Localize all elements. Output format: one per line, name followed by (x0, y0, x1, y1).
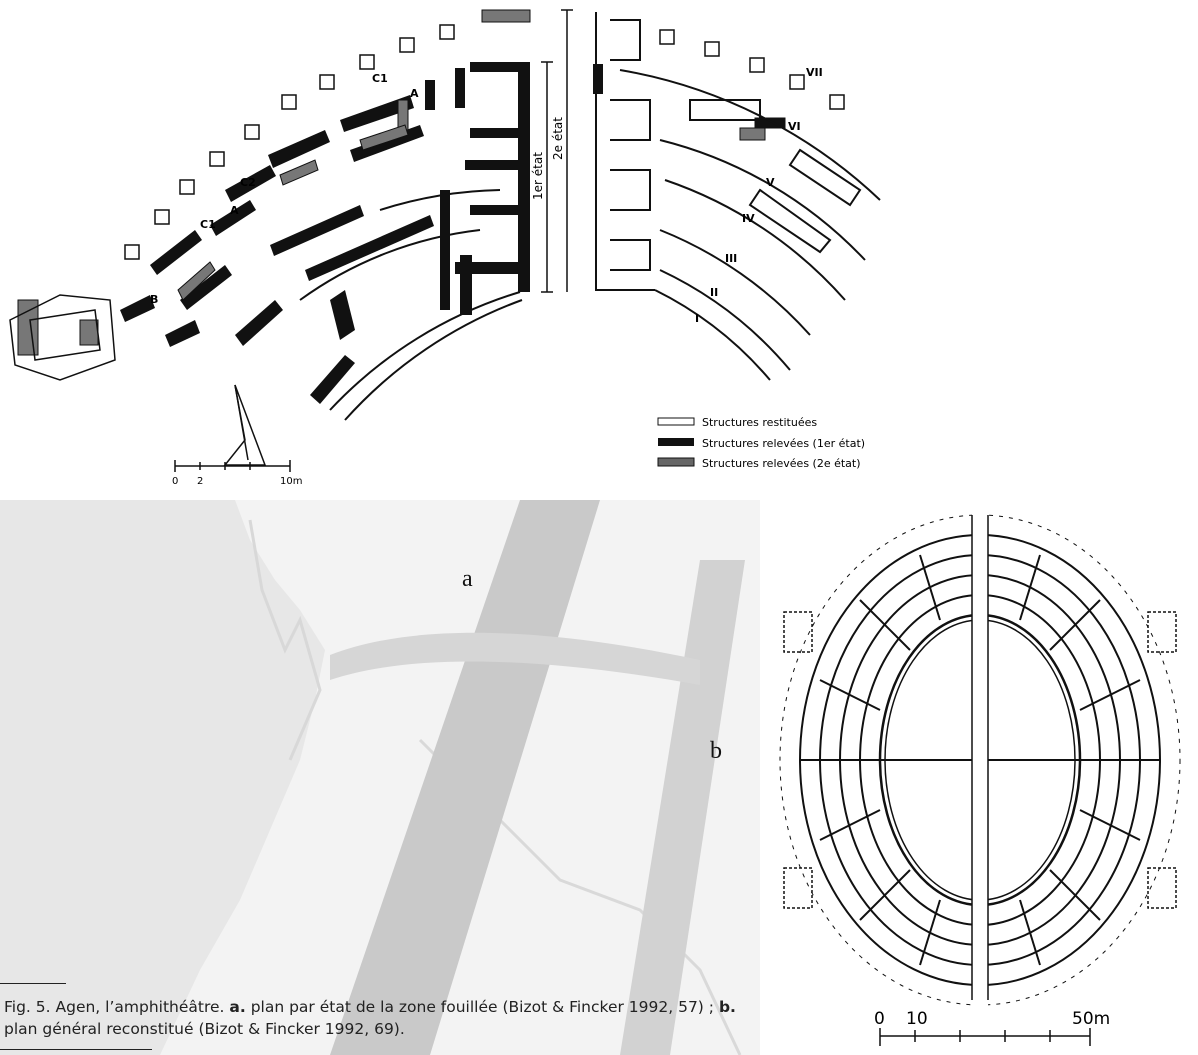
scale-b-zero: 0 (874, 1009, 885, 1029)
caption-b-text: plan général reconstitué (Bizot & Fincke… (4, 1020, 405, 1038)
figure-caption: Fig. 5. Agen, l’amphithéâtre. a. plan pa… (4, 996, 744, 1040)
scale-b-ten: 10 (906, 1009, 928, 1029)
roman-label-v: V (766, 176, 775, 189)
scale-a-zero: 0 (172, 476, 178, 487)
legend-item-solid: Structures relevées (1er état) (658, 437, 865, 450)
scale-a-ten: 10m (280, 476, 302, 487)
watermark-logo-stroke-right (620, 560, 745, 1055)
zone-label-a-upper: A (410, 87, 419, 100)
watermark-background (0, 500, 760, 1055)
arc-mid (379, 189, 501, 211)
panel-label-b: b (710, 738, 722, 764)
roman-label-vi: VI (788, 120, 801, 133)
legend-text-solid: Structures relevées (1er état) (702, 437, 865, 450)
scale-a-two: 2 (197, 476, 203, 487)
plan-b-central-gap (972, 510, 988, 1010)
scale-bar-b (879, 1028, 1091, 1046)
annex-left (9, 294, 116, 381)
caption-a-bold: a. (229, 998, 246, 1016)
legend-item-hatched: Structures relevées (2e état) (657, 457, 861, 470)
state-label-first: 1er état (531, 152, 545, 200)
zone-label-c1-lower: C1 (200, 218, 216, 231)
scale-b-fifty: 50m (1072, 1009, 1110, 1029)
footnote-rule-bottom (0, 1049, 152, 1050)
footnote-rule-top (0, 983, 66, 984)
caption-b-bold: b. (718, 998, 736, 1016)
north-arrow-icon (223, 384, 267, 466)
walls-first-state (120, 62, 603, 404)
plan-a-structures (9, 9, 881, 466)
roman-label-i: I (695, 312, 699, 325)
zone-label-b: B (150, 293, 158, 306)
scale-bar-a (174, 460, 291, 472)
roman-label-ii: II (710, 286, 718, 299)
zone-label-c1-upper: C1 (372, 72, 388, 85)
state-label-second: 2e état (551, 117, 565, 160)
legend-item-outline: Structures restituées (657, 416, 817, 429)
panel-label-a: a (462, 566, 473, 592)
state-bracket (541, 9, 573, 293)
legend-text-hatched: Structures relevées (2e état) (702, 457, 861, 470)
zone-label-c2: C2 (240, 176, 256, 189)
legend-text-outline: Structures restituées (702, 416, 817, 429)
map-coastline (248, 519, 322, 761)
caption-prefix: Fig. 5. Agen, l’amphithéâtre. (4, 998, 230, 1016)
outer-piers (124, 24, 845, 260)
plan-b: 0 10 50m (760, 500, 1198, 1055)
walls-restituted-right (595, 12, 881, 381)
arc-inner-1 (329, 291, 521, 411)
watermark-logo-crossbar (330, 632, 700, 685)
arc-inner-2 (344, 299, 523, 421)
arc-corridor (299, 229, 481, 301)
roman-label-iii: III (725, 252, 737, 265)
caption-a-text: plan par état de la zone fouillée (Bizot… (245, 998, 719, 1016)
zone-label-a-lower: A (230, 204, 239, 217)
map-land-shape (0, 500, 325, 1055)
plan-a: 1er état 2e état C1 A C2 A C1 B VII VI V… (9, 9, 881, 487)
legend: Structures restituées Structures relevée… (657, 416, 865, 470)
roman-label-vii: VII (806, 66, 823, 79)
roman-label-iv: IV (742, 212, 755, 225)
